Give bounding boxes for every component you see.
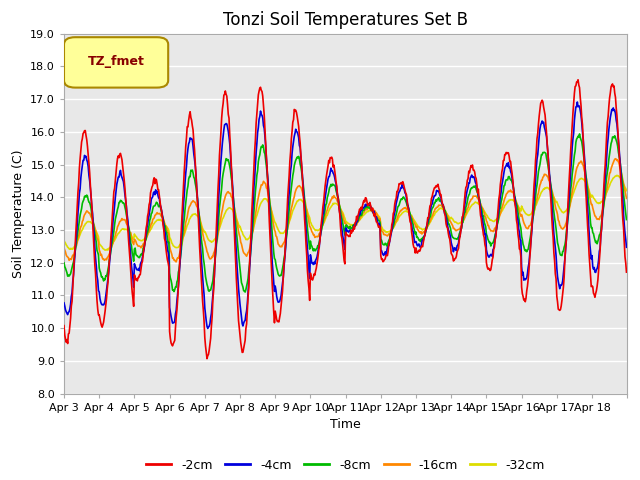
- FancyBboxPatch shape: [64, 37, 168, 87]
- X-axis label: Time: Time: [330, 418, 361, 431]
- Y-axis label: Soil Temperature (C): Soil Temperature (C): [12, 149, 25, 278]
- Text: TZ_fmet: TZ_fmet: [88, 55, 145, 68]
- Legend: -2cm, -4cm, -8cm, -16cm, -32cm: -2cm, -4cm, -8cm, -16cm, -32cm: [141, 454, 550, 477]
- Title: Tonzi Soil Temperatures Set B: Tonzi Soil Temperatures Set B: [223, 11, 468, 29]
